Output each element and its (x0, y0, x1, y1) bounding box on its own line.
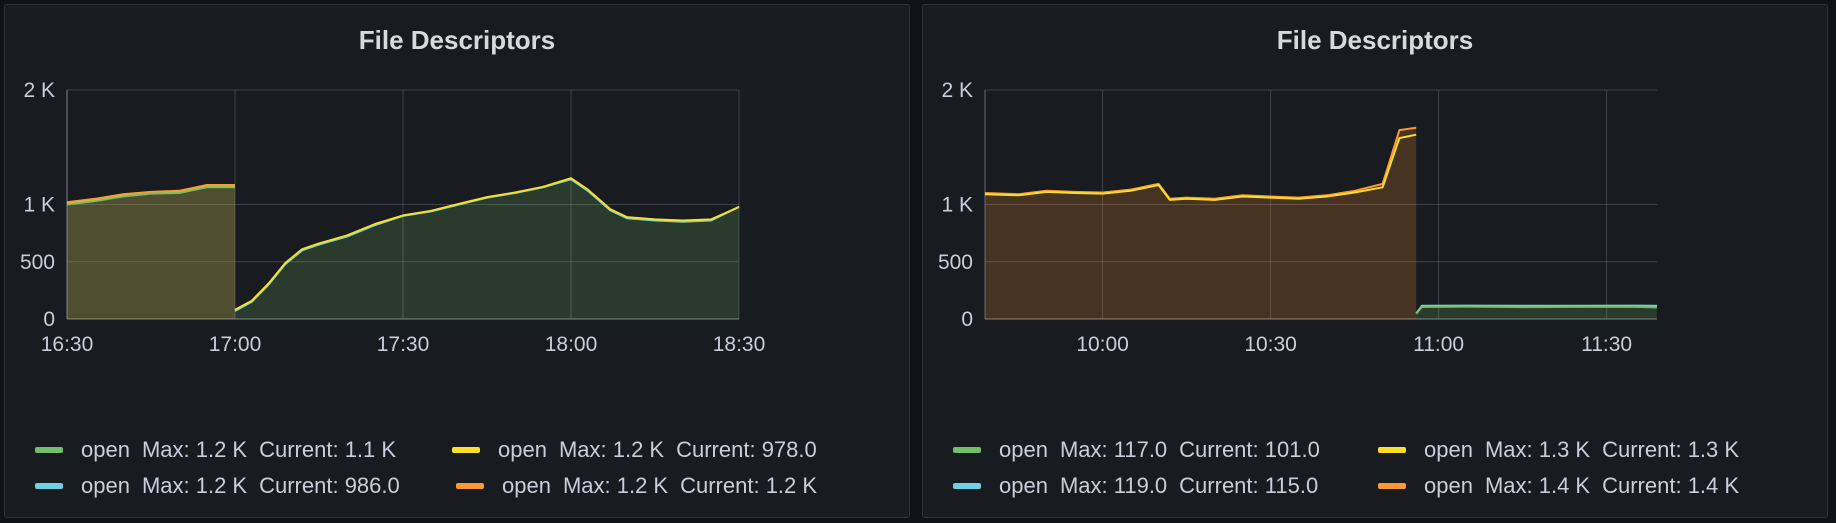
legend-series-name: open (81, 437, 130, 462)
legend-max: Max: 119.0 (1059, 473, 1168, 498)
legend-item[interactable]: open Max: 1.2 K Current: 978.0 (452, 433, 817, 467)
legend-item[interactable]: open Max: 1.2 K Current: 1.2 K (456, 469, 817, 503)
x-tick-label: 17:30 (377, 333, 430, 356)
series-area (67, 187, 235, 319)
legend-item[interactable]: open Max: 119.0 Current: 115.0 (953, 469, 1318, 503)
x-tick-label: 18:00 (545, 333, 598, 356)
x-tick-label: 11:30 (1581, 333, 1632, 356)
legend-item[interactable]: open Max: 1.3 K Current: 1.3 K (1378, 433, 1739, 467)
panel-file-descriptors-2: File Descriptors 0 500 1 K 2 K 10:00 10:30 11:… (922, 4, 1828, 518)
series-line (1415, 304, 1658, 314)
legend-current: Current: 101.0 (1179, 437, 1320, 462)
chart-area-2: 0 500 1 K 2 K 10:00 10:30 11:00 11:30 (938, 79, 1658, 356)
legend-current: Current: 978.0 (676, 437, 817, 462)
legend-swatch (1378, 483, 1406, 489)
legend-swatch (35, 483, 63, 489)
series-line (984, 133, 1417, 201)
y-tick-label: 1 K (23, 194, 55, 217)
x-tick-label: 18:30 (713, 333, 766, 356)
legend-max: Max: 1.2 K (562, 473, 669, 498)
series-area (235, 179, 739, 319)
series-line (234, 177, 740, 311)
legend-series-name: open (81, 473, 130, 498)
legend-current: Current: 115.0 (1179, 473, 1319, 498)
legend-series-name: open (1424, 473, 1473, 498)
series-line (66, 184, 235, 204)
legend-swatch (35, 447, 63, 453)
y-tick-label: 1 K (941, 194, 973, 217)
legend-swatch (452, 447, 480, 453)
chart-area-1: 0 500 1 K 2 K 16:30 17:00 17:30 18:00 18:30 (20, 79, 766, 356)
legend-max: Max: 1.2 K (141, 437, 248, 462)
legend-series-name: open (1424, 437, 1473, 462)
legend-max: Max: 1.2 K (558, 437, 665, 462)
legend-item[interactable]: open Max: 1.2 K Current: 986.0 (35, 469, 400, 503)
legend-current: Current: 1.2 K (680, 473, 818, 498)
x-tick-label: 17:00 (209, 333, 262, 356)
legend-swatch (953, 447, 981, 453)
panel-title[interactable]: File Descriptors (1276, 25, 1474, 55)
x-tick-label: 10:30 (1244, 333, 1297, 356)
legend-item[interactable]: open Max: 117.0 Current: 101.0 (953, 433, 1320, 467)
series-line (1415, 305, 1658, 315)
legend-series-name: open (502, 473, 551, 498)
legend-series-name: open (999, 437, 1048, 462)
x-tick-label: 11:00 (1413, 333, 1464, 356)
legend-item[interactable]: open Max: 1.4 K Current: 1.4 K (1378, 469, 1739, 503)
legend-series-name: open (999, 473, 1048, 498)
y-tick-label: 500 (938, 251, 973, 274)
legend-max: Max: 1.4 K (1484, 473, 1591, 498)
x-tick-label: 10:00 (1076, 333, 1129, 356)
y-tick-label: 2 K (941, 79, 973, 102)
legend-current: Current: 1.3 K (1602, 437, 1740, 462)
series-line (66, 186, 235, 206)
legend-swatch (1378, 447, 1406, 453)
panel-title[interactable]: File Descriptors (358, 25, 556, 55)
legend-current: Current: 1.4 K (1602, 473, 1740, 498)
legend-item[interactable]: open Max: 1.2 K Current: 1.1 K (35, 433, 396, 467)
legend-swatch (456, 483, 484, 489)
series-area (985, 127, 1417, 319)
series-area (67, 186, 235, 319)
y-tick-label: 500 (20, 251, 55, 274)
series-line (984, 126, 1417, 200)
y-tick-label: 0 (43, 308, 55, 331)
y-tick-label: 0 (961, 308, 973, 331)
legend-max: Max: 117.0 (1059, 437, 1168, 462)
series-area (1416, 305, 1657, 319)
legend-current: Current: 1.1 K (259, 437, 397, 462)
legend-current: Current: 986.0 (259, 473, 400, 498)
y-tick-label: 2 K (23, 79, 55, 102)
legend-max: Max: 1.2 K (141, 473, 248, 498)
panel-file-descriptors-1: File Descriptors 0 500 1 K 2 K 16:30 17:00 17:… (4, 4, 910, 518)
legend-series-name: open (498, 437, 547, 462)
legend-max: Max: 1.3 K (1484, 437, 1591, 462)
legend-swatch (953, 483, 981, 489)
x-tick-label: 16:30 (41, 333, 94, 356)
